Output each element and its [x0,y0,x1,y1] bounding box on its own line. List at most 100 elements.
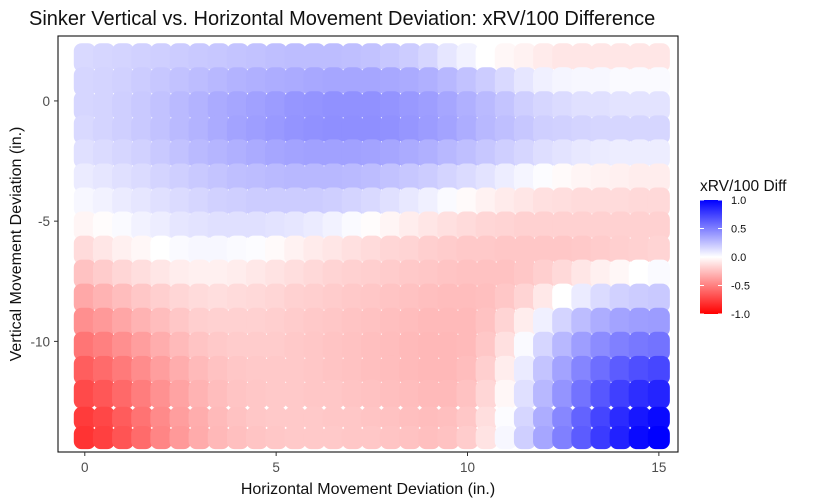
heatmap-cell [628,163,651,193]
heatmap-cell [246,283,269,313]
heatmap-cell [552,67,575,97]
heatmap-cell [92,426,115,450]
heatmap-cell [418,331,441,361]
heatmap-cell [456,187,479,217]
heatmap-cell [207,91,230,121]
heatmap-cell [571,307,594,337]
heatmap-cell [494,331,517,361]
heatmap-cell [571,283,594,313]
heatmap-cell [628,406,651,430]
heatmap-cell [303,139,326,169]
heatmap-cell [399,91,422,121]
heatmap-cell [628,91,651,121]
heatmap-cell [112,307,135,337]
heatmap-cell [609,426,632,450]
heatmap-cell [150,67,173,97]
heatmap-cell [303,426,326,450]
heatmap-cell [456,139,479,169]
heatmap-cell [188,235,211,265]
heatmap-cell [628,115,651,145]
heatmap-cell [609,331,632,361]
heatmap-cell [188,91,211,121]
heatmap-cell [379,67,402,97]
heatmap-cell [571,379,594,409]
heatmap-cell [475,426,498,450]
heatmap-cell [437,426,460,450]
heatmap-cell [513,379,536,409]
heatmap-cell [265,43,288,73]
heatmap-cell [169,91,192,121]
heatmap-cell [399,406,422,430]
heatmap-cell [379,139,402,169]
heatmap-cell [513,307,536,337]
heatmap-cell [341,43,364,73]
heatmap-cell [609,139,632,169]
heatmap-cell [647,426,670,450]
heatmap-cell [609,406,632,430]
heatmap-cell [322,406,345,430]
heatmap-cell [437,331,460,361]
heatmap-cell [590,426,613,450]
heatmap-cell [628,139,651,169]
heatmap-cell [552,211,575,241]
heatmap-cell [552,283,575,313]
heatmap-cell [150,187,173,217]
heatmap-cell [131,115,154,145]
heatmap-cell [533,115,556,145]
heatmap-cell [379,426,402,450]
heatmap-cell [628,43,651,73]
heatmap-cell [399,331,422,361]
heatmap-cell [647,307,670,337]
heatmap-cell [571,43,594,73]
heatmap-cell [475,379,498,409]
heatmap-cell [341,379,364,409]
heatmap-cell [246,406,269,430]
heatmap-cell [92,235,115,265]
heatmap-cell [590,307,613,337]
heatmap-cell [322,426,345,450]
heatmap-cell [456,406,479,430]
heatmap-cell [590,355,613,385]
heatmap-cell [418,355,441,385]
heatmap-cell [112,163,135,193]
heatmap-cell [628,307,651,337]
heatmap-cell [399,283,422,313]
heatmap-cell [150,331,173,361]
heatmap-cell [169,283,192,313]
heatmap-cell [647,115,670,145]
heatmap-cell [609,67,632,97]
heatmap-cell [112,67,135,97]
heatmap-cell [571,355,594,385]
heatmap-cell [590,211,613,241]
heatmap-cell [226,91,249,121]
heatmap-cell [628,67,651,97]
heatmap-cell [188,67,211,97]
heatmap-cell [169,406,192,430]
heatmap-cell [513,139,536,169]
heatmap-cell [379,43,402,73]
heatmap-cell [437,379,460,409]
heatmap-cell [533,235,556,265]
heatmap-cell [513,43,536,73]
legend-label: -0.5 [731,281,750,293]
heatmap-cell [571,211,594,241]
heatmap-cell [590,379,613,409]
heatmap-cell [188,426,211,450]
legend-label: 0.0 [731,252,746,264]
heatmap-cell [131,163,154,193]
heatmap-cell [341,426,364,450]
heatmap-cell [169,187,192,217]
heatmap-cell [571,426,594,450]
heatmap-cell [246,43,269,73]
heatmap-cell [284,43,307,73]
heatmap-cell [513,91,536,121]
heatmap-cell [265,307,288,337]
heatmap-cell [303,43,326,73]
heatmap-cell [284,211,307,241]
heatmap-cell [552,235,575,265]
heatmap-cell [112,115,135,145]
heatmap-cell [552,139,575,169]
heatmap-cell [418,235,441,265]
heatmap-cell [112,406,135,430]
heatmap-cell [284,406,307,430]
